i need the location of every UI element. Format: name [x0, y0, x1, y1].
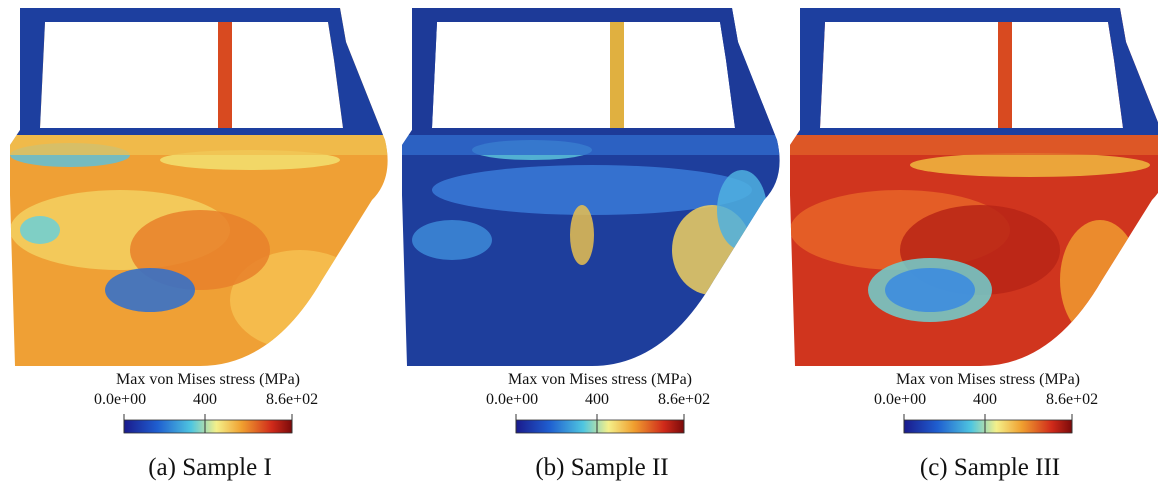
colorbar-title: Max von Mises stress (MPa): [116, 371, 300, 388]
panel: Max von Mises stress (MPa) 0.0e+00 400 8.6e…: [392, 0, 792, 481]
colorbar-title: Max von Mises stress (MPa): [896, 371, 1080, 388]
colorbar-tick-label: 0.0e+00: [874, 391, 926, 408]
panel: Max von Mises stress (MPa) 0.0e+00 400 8.6e…: [0, 0, 400, 481]
pillar: [610, 22, 624, 128]
window-frame: [780, 0, 1158, 135]
panel-caption: (a) Sample I: [148, 454, 272, 481]
field-patch: [20, 216, 60, 244]
belt-line: [392, 135, 792, 155]
field-patch: [570, 205, 594, 265]
field-patch: [717, 170, 767, 250]
field-patch: [885, 268, 975, 312]
colorbar-tick-label: 8.6e+02: [1046, 391, 1098, 408]
window-frame: [0, 0, 400, 135]
colorbar-title: Max von Mises stress (MPa): [508, 371, 692, 388]
figure: Max von Mises stress (MPa) 0.0e+00 400 8.6e…: [0, 0, 1158, 490]
stress-field: [392, 0, 792, 370]
colorbar: [904, 420, 1072, 433]
panel-caption: (b) Sample II: [535, 454, 668, 481]
panel-caption: (c) Sample III: [920, 454, 1060, 481]
field-patch: [910, 153, 1150, 177]
field-patch: [412, 220, 492, 260]
belt-line: [780, 135, 1158, 155]
colorbar-tick-label: 8.6e+02: [658, 391, 710, 408]
colorbar-tick-label: 0.0e+00: [94, 391, 146, 408]
stress-field: [780, 0, 1158, 370]
colorbar-tick-label: 400: [193, 391, 217, 408]
field-patch: [1060, 220, 1140, 340]
pillar: [998, 22, 1012, 128]
window-frame: [392, 0, 792, 135]
field-patch: [105, 268, 195, 312]
stress-field: [0, 0, 400, 370]
panel: Max von Mises stress (MPa) 0.0e+00 400 8.6e…: [780, 0, 1158, 481]
colorbar-tick-label: 400: [973, 391, 997, 408]
colorbar: [516, 420, 684, 433]
colorbar: [124, 420, 292, 433]
colorbar-tick-label: 0.0e+00: [486, 391, 538, 408]
colorbar-tick-label: 400: [585, 391, 609, 408]
belt-line: [0, 135, 400, 155]
colorbar-tick-label: 8.6e+02: [266, 391, 318, 408]
pillar: [218, 22, 232, 128]
